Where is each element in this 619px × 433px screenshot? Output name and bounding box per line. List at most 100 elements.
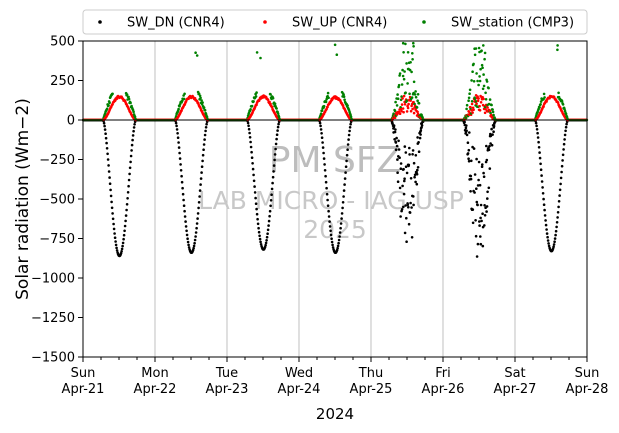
sw-dn-point	[534, 121, 538, 125]
sw-up-point	[478, 109, 482, 112]
sw-dn-point	[479, 203, 483, 207]
sw-dn-point	[465, 133, 469, 137]
sw-dn-point	[558, 188, 562, 192]
sw-dn-point	[345, 153, 349, 157]
sw-dn-point	[481, 212, 484, 215]
sw-dn-point	[320, 136, 324, 139]
sw-dn-point	[105, 141, 108, 145]
sw-dn-point	[104, 136, 108, 140]
x-tick-label-date: Apr-27	[494, 382, 537, 397]
sw-dn-point	[182, 198, 185, 202]
sw-dn-point	[194, 235, 197, 238]
sw-dn-point	[273, 158, 276, 162]
sw-dn-point	[479, 235, 482, 238]
sw-dn-point	[485, 158, 489, 162]
sw-dn-point	[403, 231, 407, 235]
sw-dn-point	[337, 238, 341, 242]
sw-station-point	[327, 96, 330, 100]
sw-dn-point	[338, 235, 341, 238]
sw-dn-point	[126, 191, 130, 194]
sw-dn-point	[185, 233, 189, 237]
sw-dn-point	[345, 159, 348, 163]
sw-station-point	[406, 82, 409, 85]
sw-dn-point	[555, 225, 558, 229]
sw-dn-point	[490, 127, 493, 131]
sw-station-point	[416, 93, 420, 96]
sw-dn-point	[104, 132, 107, 135]
sw-station-point	[560, 99, 564, 103]
y-tick-label: 250	[50, 74, 75, 89]
sw-dn-point	[543, 214, 547, 217]
sw-station-point	[492, 113, 495, 117]
sw-station-point	[476, 79, 479, 83]
y-tick-label: 500	[50, 35, 75, 50]
sw-dn-point	[347, 133, 351, 137]
sw-station-point	[397, 83, 401, 87]
y-tick-label: −250	[39, 153, 75, 168]
sw-dn-point	[110, 200, 113, 204]
sw-dn-point	[132, 126, 136, 129]
sw-dn-point	[326, 204, 330, 207]
sw-dn-point	[110, 206, 114, 210]
sw-dn-point	[130, 143, 134, 147]
sw-dn-point	[412, 161, 416, 165]
sw-dn-point	[409, 177, 413, 180]
sw-station-point	[202, 106, 206, 109]
sw-dn-point	[558, 194, 561, 197]
sw-dn-point	[399, 167, 403, 170]
legend-marker	[422, 20, 426, 24]
sw-station-point	[203, 108, 207, 112]
sw-dn-point	[186, 240, 190, 244]
sw-station-point	[401, 41, 405, 45]
sw-dn-point	[471, 208, 475, 211]
sw-dn-point	[471, 221, 475, 225]
sw-dn-point	[187, 243, 190, 247]
sw-dn-point	[271, 175, 275, 179]
sw-station-point	[557, 91, 560, 95]
sw-station-point	[396, 97, 400, 100]
sw-dn-point	[132, 129, 135, 133]
sw-dn-point	[402, 167, 405, 171]
sw-dn-point	[475, 157, 478, 161]
sw-dn-point	[266, 232, 269, 235]
sw-dn-point	[346, 148, 349, 151]
sw-up-point	[401, 97, 404, 100]
sw-dn-point	[181, 192, 185, 196]
sw-station-point	[464, 116, 468, 120]
sw-dn-point	[106, 152, 109, 156]
sw-dn-point	[464, 126, 468, 130]
sw-dn-point	[276, 125, 280, 129]
sw-dn-point	[177, 146, 181, 149]
y-tick-label: −1000	[31, 272, 75, 287]
sw-dn-point	[272, 164, 276, 167]
sw-dn-point	[126, 197, 129, 200]
sw-station-point	[468, 88, 472, 92]
sw-dn-point	[202, 148, 205, 151]
y-tick-label: −1250	[31, 311, 75, 326]
x-tick-label-day: Tue	[215, 366, 238, 381]
sw-dn-point	[553, 240, 556, 243]
sw-dn-point	[322, 157, 326, 160]
sw-station-point	[484, 98, 488, 101]
sw-station-point	[408, 68, 412, 72]
sw-dn-point	[195, 226, 198, 230]
sw-dn-point	[323, 169, 327, 172]
sw-station-point	[194, 51, 197, 54]
sw-dn-point	[247, 127, 251, 131]
sw-station-point	[398, 74, 401, 77]
sw-dn-point	[265, 235, 269, 239]
sw-station-point	[178, 103, 182, 106]
sw-dn-point	[128, 166, 132, 170]
sw-dn-point	[248, 136, 252, 139]
sw-dn-point	[130, 149, 133, 152]
sw-dn-point	[393, 138, 396, 141]
sw-dn-point	[404, 165, 408, 168]
sw-station-point	[470, 79, 473, 82]
sw-station-point	[319, 112, 323, 115]
sw-dn-point	[201, 153, 205, 157]
sw-dn-point	[547, 244, 551, 248]
sw-station-point	[343, 98, 346, 101]
sw-up-point	[482, 97, 485, 101]
sw-dn-point	[489, 142, 492, 145]
